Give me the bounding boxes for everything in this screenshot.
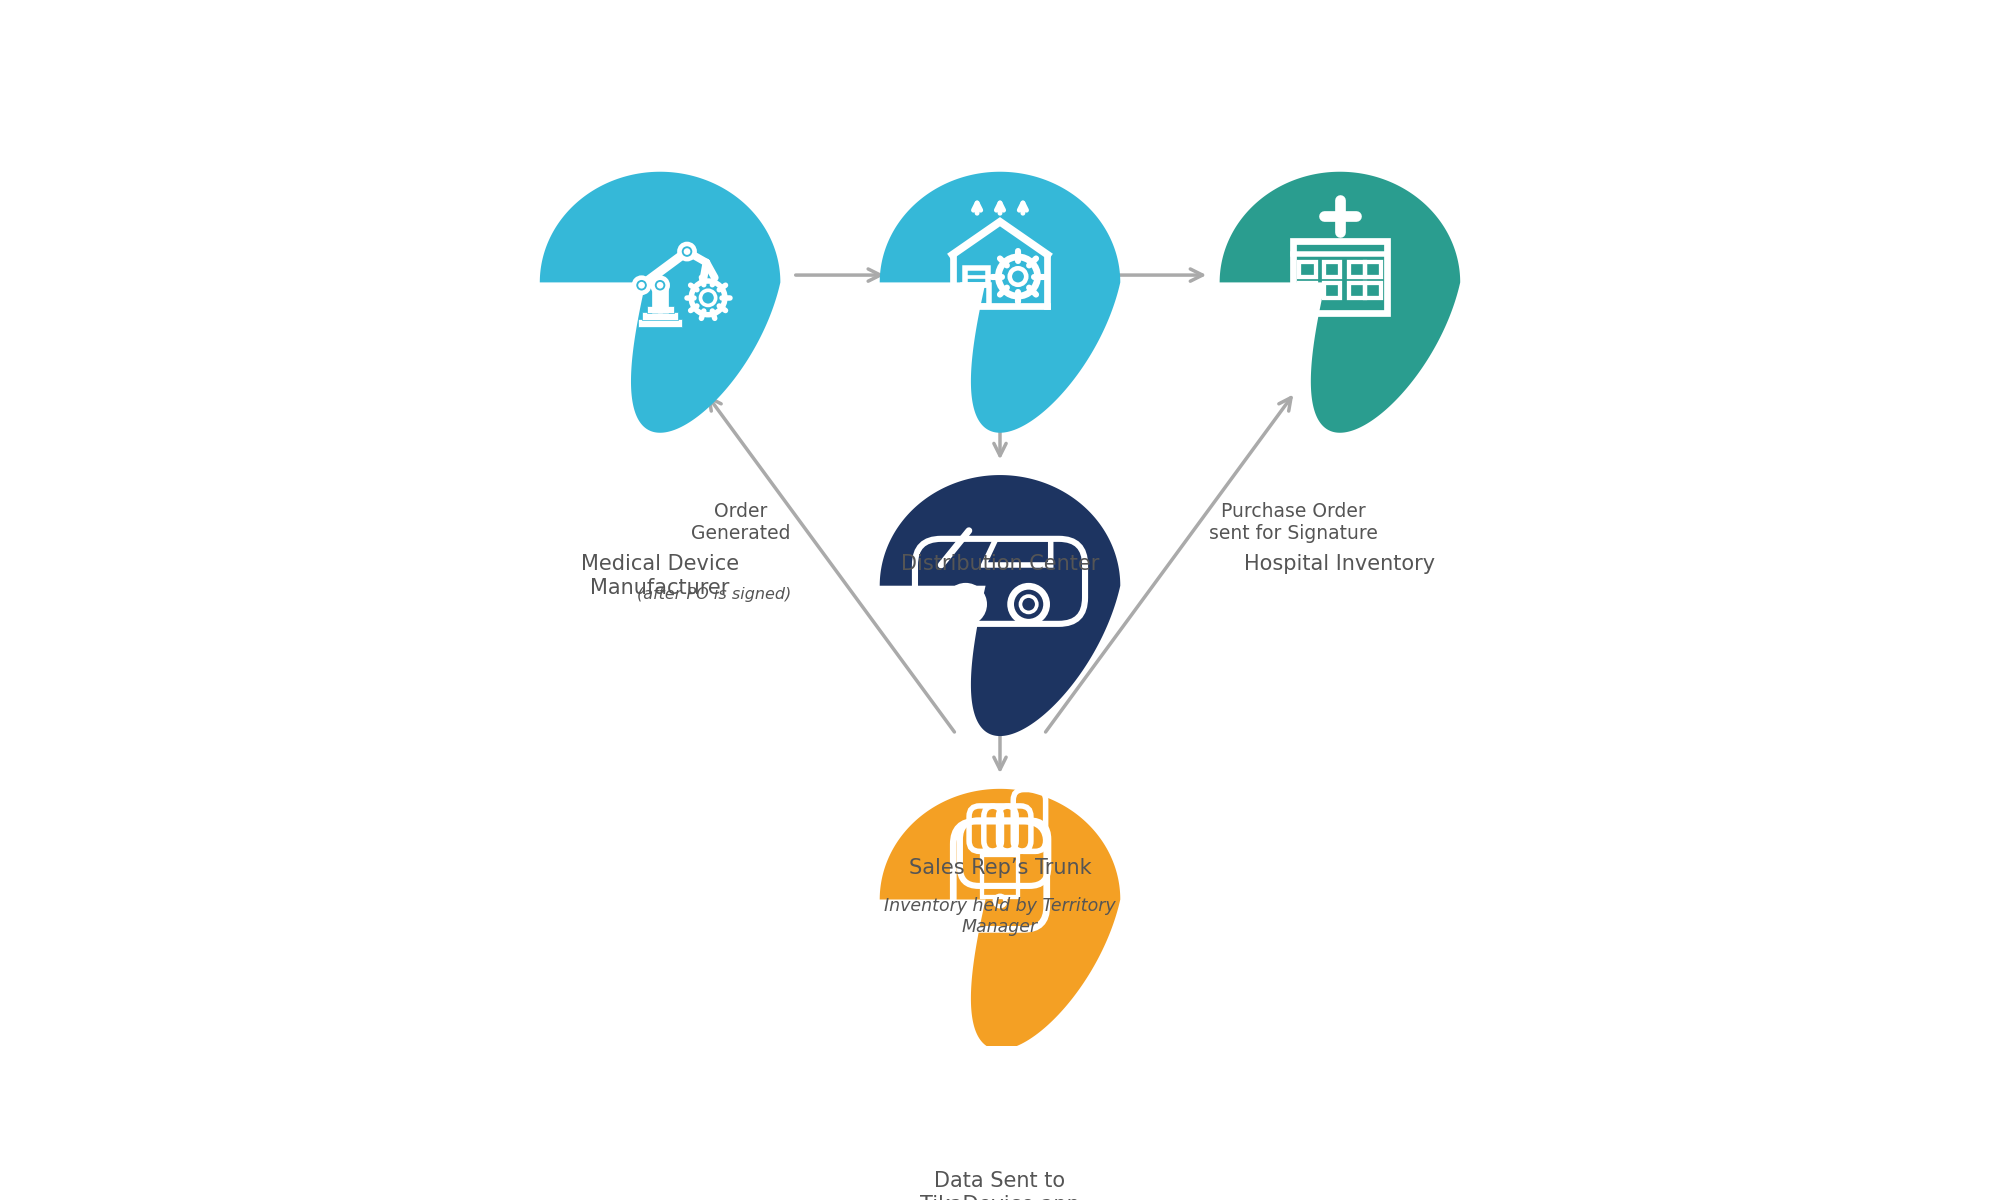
Text: (after PO is signed): (after PO is signed) [636,587,790,601]
Bar [982,854,1018,898]
Text: Purchase Order
sent for Signature: Purchase Order sent for Signature [1210,503,1378,544]
Bar [1324,262,1340,276]
Text: Medical Device
Manufacturer: Medical Device Manufacturer [582,554,740,598]
Polygon shape [540,172,780,433]
Circle shape [638,282,644,289]
Bar [1364,283,1382,298]
Polygon shape [880,788,1120,1050]
Text: Sales Rep’s Trunk: Sales Rep’s Trunk [908,858,1092,877]
Bar [1348,283,1364,298]
Text: Order
Generated: Order Generated [692,503,790,544]
Circle shape [680,244,694,259]
Circle shape [684,248,690,254]
Bar [1292,240,1386,312]
FancyBboxPatch shape [642,312,678,319]
Circle shape [652,277,668,293]
Text: Distribution Center: Distribution Center [900,554,1100,575]
Bar [1348,262,1364,276]
FancyBboxPatch shape [646,306,674,313]
Polygon shape [880,172,1120,433]
Text: Data Sent to
TikaDevice app: Data Sent to TikaDevice app [920,1171,1080,1200]
Bar [1300,262,1316,276]
Polygon shape [880,475,1120,736]
Polygon shape [1220,172,1460,433]
Text: Inventory held by Territory
Manager: Inventory held by Territory Manager [884,898,1116,936]
Bar [1324,283,1340,298]
Bar [964,284,990,306]
Bar [964,269,988,284]
Bar [1300,283,1316,298]
Circle shape [634,277,650,293]
FancyBboxPatch shape [638,319,682,328]
Text: Hospital Inventory: Hospital Inventory [1244,554,1436,575]
Bar [1364,262,1382,276]
Circle shape [656,282,664,289]
